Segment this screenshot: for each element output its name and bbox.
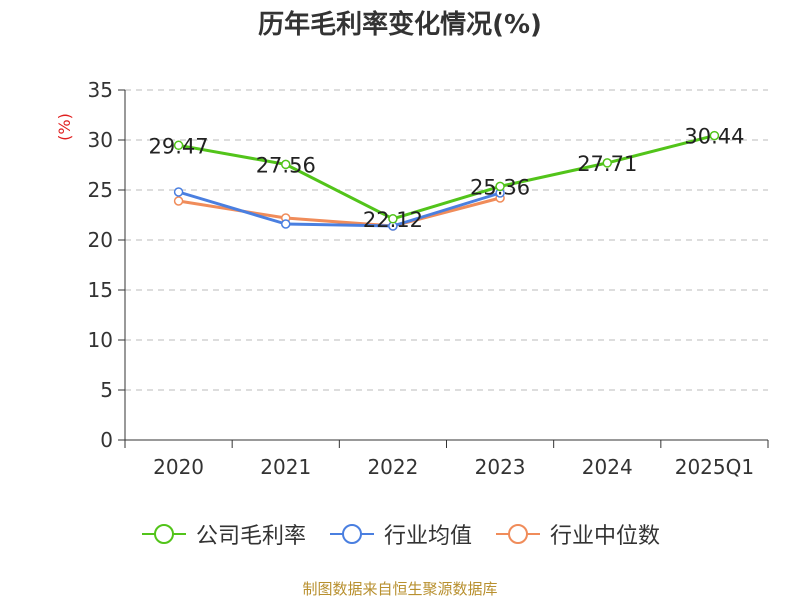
legend-marker-icon [329, 524, 374, 544]
chart-title: 历年毛利率变化情况(%) [258, 10, 542, 40]
y-tick-label: 10 [88, 328, 113, 352]
series-line [178, 190, 501, 228]
legend-item-company-margin[interactable]: 公司毛利率 [140, 518, 306, 550]
legend-item-industry-median[interactable]: 行业中位数 [494, 518, 660, 550]
legend-label: 公司毛利率 [195, 524, 306, 549]
legend-marker-icon [496, 524, 540, 544]
legend-label: 行业中位数 [550, 524, 661, 549]
source-note: 制图数据来自恒生聚源数据库 [302, 580, 498, 598]
x-tick-label: 2024 [582, 455, 633, 479]
y-tick-label: 20 [88, 228, 113, 252]
grid-layer [125, 89, 768, 391]
series-line [178, 134, 715, 221]
legend-marker-icon [141, 524, 186, 544]
data-label: 30.44 [684, 125, 744, 149]
data-label: 27.71 [577, 152, 637, 176]
data-label: 27.56 [256, 153, 316, 177]
data-label: 22.12 [363, 208, 423, 232]
data-point [173, 140, 184, 151]
x-tick-label: 2020 [153, 455, 204, 479]
y-tick-label: 15 [88, 278, 113, 302]
x-tick-label: 2023 [475, 455, 526, 479]
data-label: 25.36 [470, 175, 530, 199]
data-point [709, 130, 720, 141]
data-label-layer: 29.47 27.56 22.12 25.36 27.71 30.44 [149, 125, 745, 232]
y-tick-label: 0 [100, 428, 113, 452]
x-tick-label: 2025Q1 [675, 455, 754, 479]
y-tick-label: 35 [88, 78, 113, 102]
data-label: 29.47 [149, 134, 209, 158]
y-tick-label: 5 [100, 378, 113, 402]
data-point [495, 181, 505, 192]
data-point [173, 196, 184, 206]
data-point [602, 158, 612, 168]
y-tick-label: 25 [88, 178, 113, 202]
x-tick-label: 2021 [260, 455, 311, 479]
legend-label: 行业均值 [383, 524, 472, 549]
y-tick-label: 30 [88, 128, 113, 152]
data-point [281, 159, 291, 170]
data-point [173, 187, 184, 197]
axis-layer: 0 5 10 15 20 25 30 35 2020 2021 2022 2023 2024 2025Q1 [88, 78, 769, 479]
data-point [281, 219, 291, 229]
legend: 公司毛利率 行业均值 行业中位数 [0, 518, 800, 550]
series-layer [173, 130, 720, 231]
x-tick-label: 2022 [367, 455, 418, 479]
y-axis-label: (%) [55, 113, 74, 141]
legend-item-industry-mean[interactable]: 行业均值 [328, 518, 472, 550]
data-point [388, 214, 398, 224]
